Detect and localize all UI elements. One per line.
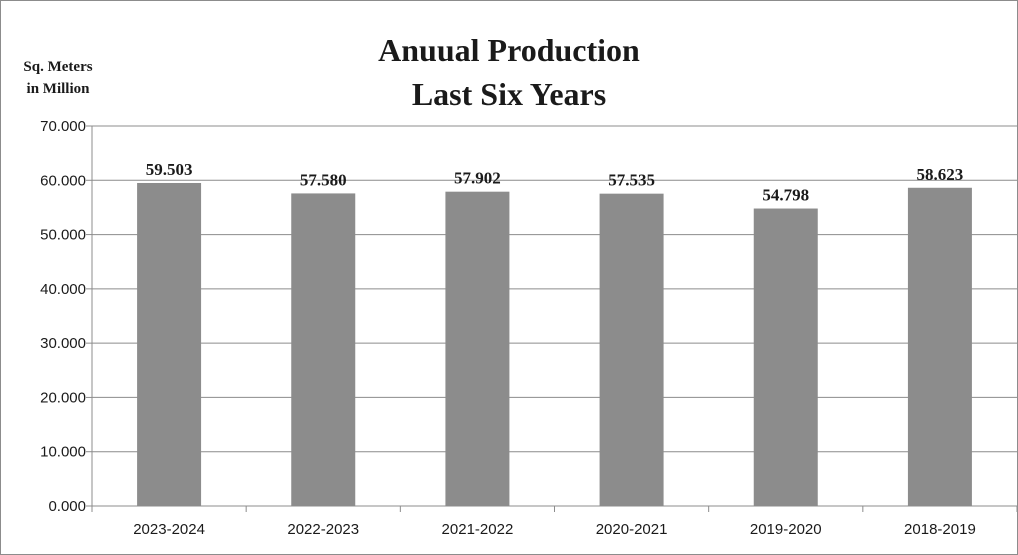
x-tick-label: 2020-2021 xyxy=(596,521,668,538)
bar xyxy=(599,193,664,506)
x-tick-label: 2018-2019 xyxy=(904,521,976,538)
y-tick-label: 40.000 xyxy=(40,281,86,298)
chart-title-line-1: Anuual Production xyxy=(378,32,640,68)
x-tick-label: 2019-2020 xyxy=(750,521,822,538)
gridlines xyxy=(92,125,1017,453)
x-tick-label: 2023-2024 xyxy=(133,521,205,538)
data-label: 59.503 xyxy=(146,160,193,179)
data-label: 57.902 xyxy=(454,169,501,188)
y-tick-label: 70.000 xyxy=(40,118,86,135)
y-axis-label-line-2: in Million xyxy=(27,81,91,97)
bars xyxy=(137,182,972,507)
y-tick-label: 30.000 xyxy=(40,335,86,352)
bar xyxy=(907,187,972,506)
bar xyxy=(445,191,510,506)
y-tick-label: 0.000 xyxy=(48,498,86,515)
data-label: 57.535 xyxy=(608,171,655,190)
data-label: 57.580 xyxy=(300,170,347,189)
axes: 0.000 10.000 20.000 30.000 40.000 50.000 60.00… xyxy=(40,118,1017,538)
y-tick-label: 50.000 xyxy=(40,227,86,244)
y-tick-label: 10.000 xyxy=(40,444,86,461)
data-label: 54.798 xyxy=(762,186,809,205)
bar xyxy=(291,193,356,506)
bar xyxy=(137,182,202,507)
x-tick-label: 2022-2023 xyxy=(287,521,359,538)
chart-title-line-2: Last Six Years xyxy=(412,76,606,112)
bar xyxy=(753,208,818,506)
data-labels: 59.503 57.580 57.902 57.535 54.798 58.623 xyxy=(146,160,964,205)
chart-text: Anuual Production Last Six Years Sq. Met… xyxy=(23,32,640,112)
y-axis-label-line-1: Sq. Meters xyxy=(23,59,92,75)
x-tick-label: 2021-2022 xyxy=(442,521,514,538)
y-tick-label: 60.000 xyxy=(40,172,86,189)
data-label: 58.623 xyxy=(917,165,964,184)
y-tick-label: 20.000 xyxy=(40,389,86,406)
